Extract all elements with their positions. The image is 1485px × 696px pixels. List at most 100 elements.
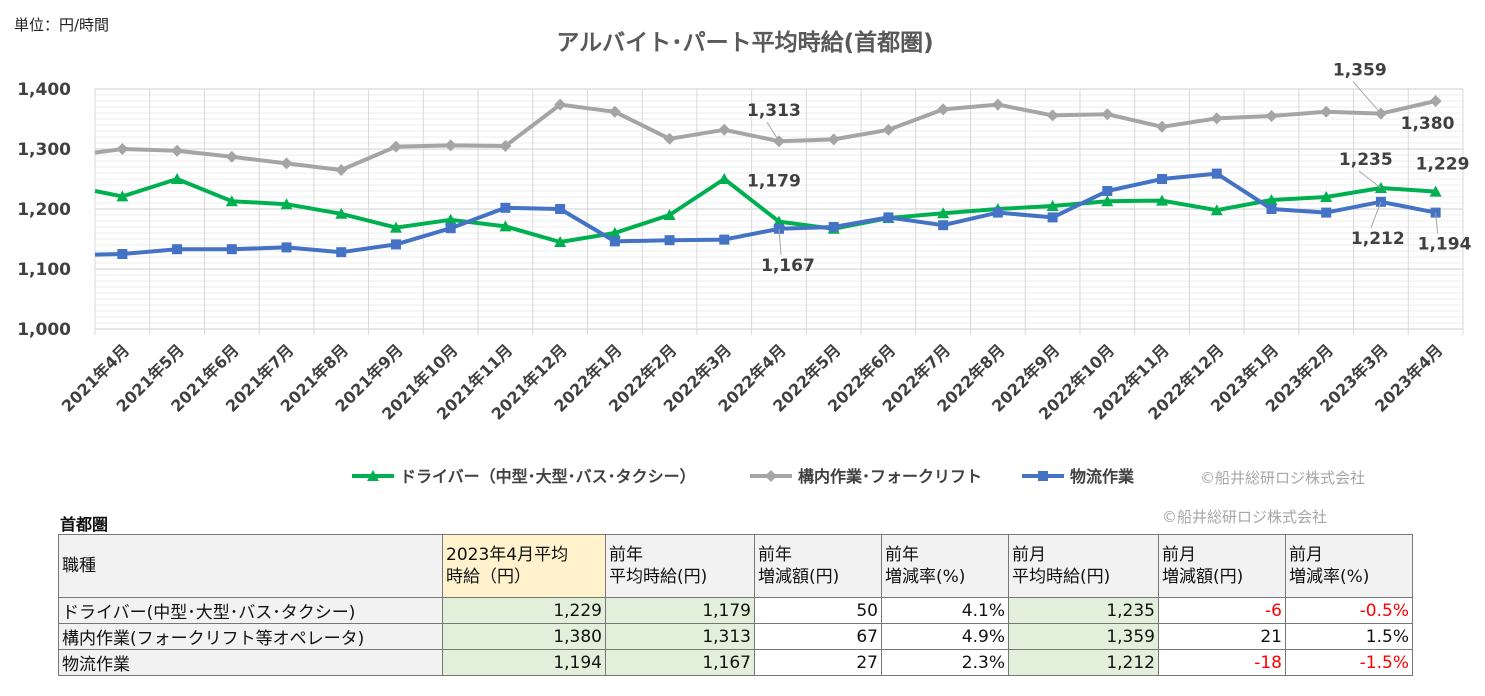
data-point-0 xyxy=(171,173,184,184)
data-point-2 xyxy=(719,234,730,245)
data-point-2 xyxy=(1047,212,1058,223)
data-point-0 xyxy=(444,213,457,225)
legend-swatch-marker xyxy=(765,470,777,482)
data-point-2 xyxy=(664,235,675,246)
data-point-1 xyxy=(827,133,840,146)
row-current-wage: 1,229 xyxy=(442,597,606,624)
data-point-1 xyxy=(554,98,567,111)
data-point-2 xyxy=(281,242,292,253)
row-prev-year-rate: 2.3% xyxy=(881,649,1009,676)
header-prev-month-wage: 前月 平均時給(円) xyxy=(1008,534,1159,598)
data-point-1 xyxy=(991,98,1004,111)
data-point-0 xyxy=(937,207,950,219)
data-point-1 xyxy=(937,103,950,116)
header-job-type: 職種 xyxy=(58,534,443,598)
legend-swatch-marker xyxy=(367,470,379,481)
annotation-label: 1,359 xyxy=(1333,61,1387,81)
header-prev-year-diff: 前年 増減額(円) xyxy=(754,534,882,598)
table-row-driver: ドライバー(中型･大型･バス･タクシー) 1,229 1,179 50 4.1%… xyxy=(58,597,1413,624)
row-prev-month-wage: 1,212 xyxy=(1008,649,1159,676)
row-job-name: ドライバー(中型･大型･バス･タクシー) xyxy=(58,597,443,624)
series-line-2 xyxy=(94,171,1437,257)
row-prev-month-rate: 1.5% xyxy=(1285,623,1413,650)
data-point-0 xyxy=(1429,185,1442,197)
data-point-1 xyxy=(1046,109,1059,122)
data-point-2 xyxy=(1321,207,1332,218)
legend-label: 構内作業･フォークリフト xyxy=(798,467,982,486)
data-point-1 xyxy=(1101,108,1114,121)
data-point-1 xyxy=(171,144,184,157)
header-prev-year-rate: 前年 増減率(%) xyxy=(881,534,1009,598)
y-tick-label: 1,200 xyxy=(17,200,71,220)
header-prev-month-diff: 前月 増減額(円) xyxy=(1158,534,1286,598)
data-point-0 xyxy=(1156,194,1169,206)
row-prev-month-wage: 1,359 xyxy=(1008,623,1159,650)
data-point-0 xyxy=(1101,195,1114,207)
row-prev-year-wage: 1,179 xyxy=(605,597,755,624)
data-point-1 xyxy=(1210,112,1223,125)
y-tick-label: 1,000 xyxy=(17,320,71,340)
row-prev-year-diff: 27 xyxy=(754,649,882,676)
data-point-0 xyxy=(499,220,512,232)
data-point-0 xyxy=(225,195,238,207)
annotation-label: 1,380 xyxy=(1401,114,1455,134)
annotation-leader xyxy=(1352,81,1382,114)
data-point-2 xyxy=(1211,168,1222,179)
row-prev-year-wage: 1,167 xyxy=(605,649,755,676)
y-tick-label: 1,400 xyxy=(17,80,71,100)
table-row-forklift: 構内作業(フォークリフト等オペレータ) 1,380 1,313 67 4.9% … xyxy=(58,623,1413,650)
data-point-2 xyxy=(1266,204,1277,214)
wage-table: 職種 2023年4月平均 時給（円） 前年 平均時給(円) 前年 増減額(円) 前年増… xyxy=(58,534,1413,676)
row-job-name: 構内作業(フォークリフト等オペレータ) xyxy=(58,623,443,650)
row-prev-year-diff: 50 xyxy=(754,597,882,624)
data-point-2 xyxy=(555,204,566,214)
header-current-wage: 2023年4月平均 時給（円） xyxy=(442,534,606,598)
data-point-1 xyxy=(663,132,676,145)
row-prev-year-wage: 1,313 xyxy=(605,623,755,650)
data-point-0 xyxy=(1265,194,1278,205)
data-point-1 xyxy=(280,157,293,170)
data-point-2 xyxy=(1102,186,1113,196)
annotation-leader xyxy=(1370,201,1382,228)
legend-label: ドライバー（中型･大型･バス･タクシー） xyxy=(400,467,696,486)
data-point-0 xyxy=(1046,200,1059,211)
series-line-1 xyxy=(94,99,1437,172)
data-point-1 xyxy=(444,139,457,152)
data-point-2 xyxy=(883,212,894,223)
annotation-leader xyxy=(778,228,782,255)
table-row-logistics: 物流作業 1,194 1,167 27 2.3% 1,212 -18 -1.5% xyxy=(58,649,1413,676)
annotation-leader xyxy=(1358,170,1382,189)
chart-copyright: ©船井総研ロジ株式会社 xyxy=(1200,469,1366,487)
data-point-0 xyxy=(718,173,731,184)
row-prev-year-rate: 4.9% xyxy=(881,623,1009,650)
row-current-wage: 1,194 xyxy=(442,649,606,676)
data-point-0 xyxy=(1320,191,1333,202)
data-point-1 xyxy=(389,140,402,153)
annotation-leader xyxy=(766,121,780,142)
data-point-2 xyxy=(938,220,949,231)
data-point-1 xyxy=(1265,110,1278,122)
header-prev-month-rate: 前月 増減率(%) xyxy=(1285,534,1413,598)
data-point-1 xyxy=(1429,95,1442,107)
data-point-0 xyxy=(1210,204,1223,216)
chart-title: アルバイト･パート平均時給(首都圏) xyxy=(556,29,933,56)
data-point-2 xyxy=(1157,174,1168,184)
data-point-2 xyxy=(992,207,1003,218)
data-point-1 xyxy=(116,143,129,155)
row-prev-month-rate: -1.5% xyxy=(1285,649,1413,676)
row-prev-month-diff: -6 xyxy=(1158,597,1286,624)
annotation-leader xyxy=(1435,212,1439,234)
data-point-1 xyxy=(225,150,238,163)
y-tick-label: 1,300 xyxy=(17,140,71,160)
data-point-1 xyxy=(608,105,621,118)
annotation-label: 1,313 xyxy=(747,101,801,121)
data-point-2 xyxy=(609,236,620,247)
data-point-2 xyxy=(500,202,511,213)
data-point-1 xyxy=(1156,120,1169,133)
annotation-label: 1,167 xyxy=(761,256,815,276)
legend-swatch-marker xyxy=(1038,471,1048,481)
table-region-title: 首都圏 xyxy=(60,515,109,534)
data-point-1 xyxy=(499,140,512,152)
table-copyright: ©船井総研ロジ株式会社 xyxy=(1162,508,1328,526)
annotation-label: 1,235 xyxy=(1339,150,1393,170)
